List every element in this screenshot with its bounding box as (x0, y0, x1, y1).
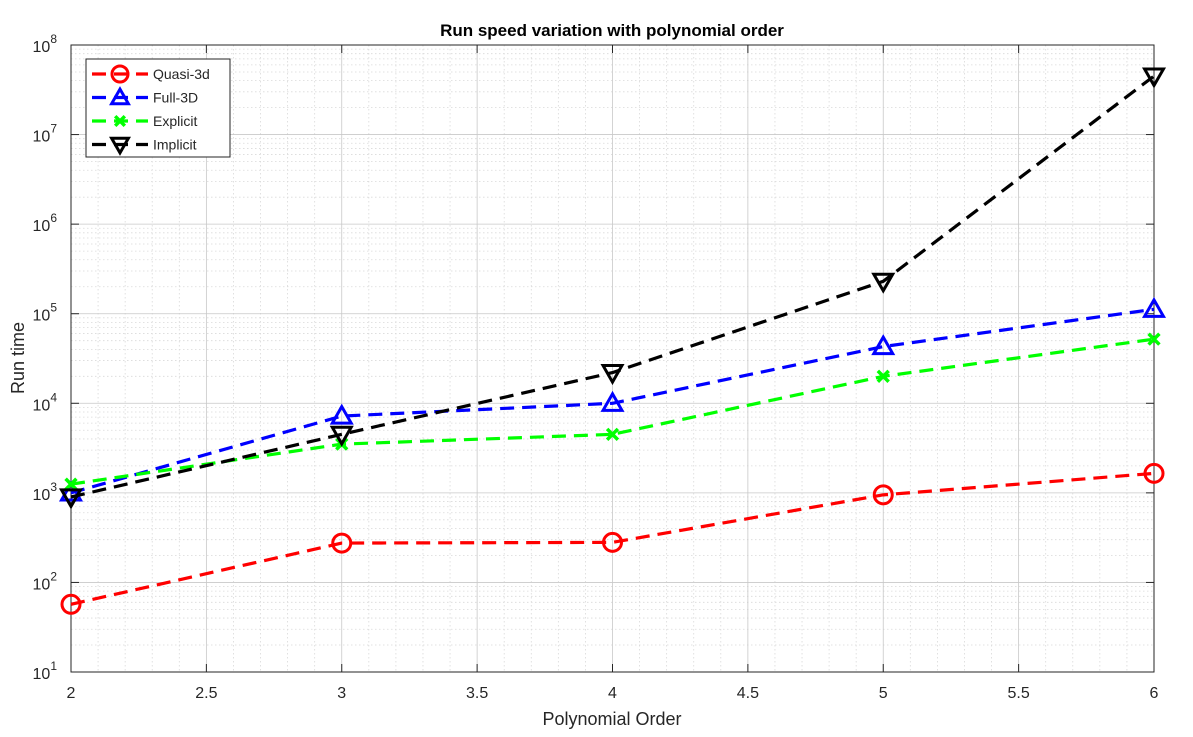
legend-item-quasi-3d: Quasi-3d (92, 64, 210, 84)
legend-marker (110, 64, 130, 84)
x-stroke (876, 369, 890, 383)
data-point-full-3d (329, 403, 354, 425)
x-tick-label: 4 (608, 685, 617, 702)
x-stroke (64, 477, 78, 491)
x-tick-label: 2.5 (195, 685, 217, 702)
series-line-full-3d (70, 307, 1155, 495)
x-tick-label: 5 (879, 685, 888, 702)
data-point-full-3d (1141, 296, 1167, 318)
series-line-quasi-3d (70, 471, 1155, 606)
legend-label: Implicit (153, 137, 197, 153)
data-point-implicit (871, 272, 896, 294)
legend: Quasi-3d Full-3D Explicit Implicit (85, 58, 231, 158)
chart-title: Run speed variation with polynomial orde… (440, 21, 784, 40)
data-point-implicit (1141, 67, 1167, 89)
legend-marker (109, 136, 131, 156)
series-line-implicit (70, 74, 1155, 499)
data-point-quasi-3d (602, 531, 623, 553)
series-implicit (58, 67, 1167, 510)
series-layer (58, 67, 1167, 615)
data-point-full-3d (58, 480, 84, 502)
x-stroke (605, 427, 620, 441)
data-point-quasi-3d (872, 484, 894, 506)
series-line-explicit (70, 337, 1155, 486)
x-tick-label: 5.5 (1008, 685, 1030, 702)
data-point-implicit (600, 364, 625, 386)
data-point-quasi-3d (1143, 462, 1165, 484)
x-tick-label: 3 (337, 685, 346, 702)
data-point-quasi-3d (60, 593, 82, 615)
legend-label: Quasi-3d (153, 66, 210, 82)
legend-item-full-3d: Full-3D (92, 86, 198, 106)
legend-marker (109, 86, 131, 106)
data-point-full-3d (871, 334, 896, 356)
legend-item-implicit: Implicit (92, 136, 197, 156)
series-quasi-3d (60, 462, 1165, 615)
series-full-3d (58, 296, 1167, 502)
x-tick-label: 3.5 (466, 685, 488, 702)
data-point-explicit (605, 427, 620, 441)
data-point-explicit (1147, 332, 1161, 346)
x-tick-label: 2 (67, 685, 76, 702)
x-axis-label: Polynomial Order (542, 709, 681, 729)
y-axis-label: Run time (8, 322, 28, 394)
x-stroke (113, 114, 127, 128)
data-point-full-3d (600, 390, 625, 412)
x-tick-label: 6 (1150, 685, 1159, 702)
data-point-explicit (876, 369, 890, 383)
x-stroke (1147, 332, 1161, 346)
legend-marker (113, 114, 127, 128)
legend-label: Full-3D (153, 90, 198, 106)
legend-label: Explicit (153, 113, 197, 129)
data-point-explicit (64, 477, 78, 491)
data-point-implicit (58, 488, 84, 510)
x-tick-label: 4.5 (737, 685, 759, 702)
legend-box (85, 58, 231, 158)
x-axis-ticks: 2 2.5 3 3.5 4 4.5 5 5.5 6 (67, 45, 1159, 702)
data-point-implicit (329, 425, 354, 447)
legend-item-explicit: Explicit (92, 113, 197, 129)
data-point-quasi-3d (331, 532, 353, 554)
